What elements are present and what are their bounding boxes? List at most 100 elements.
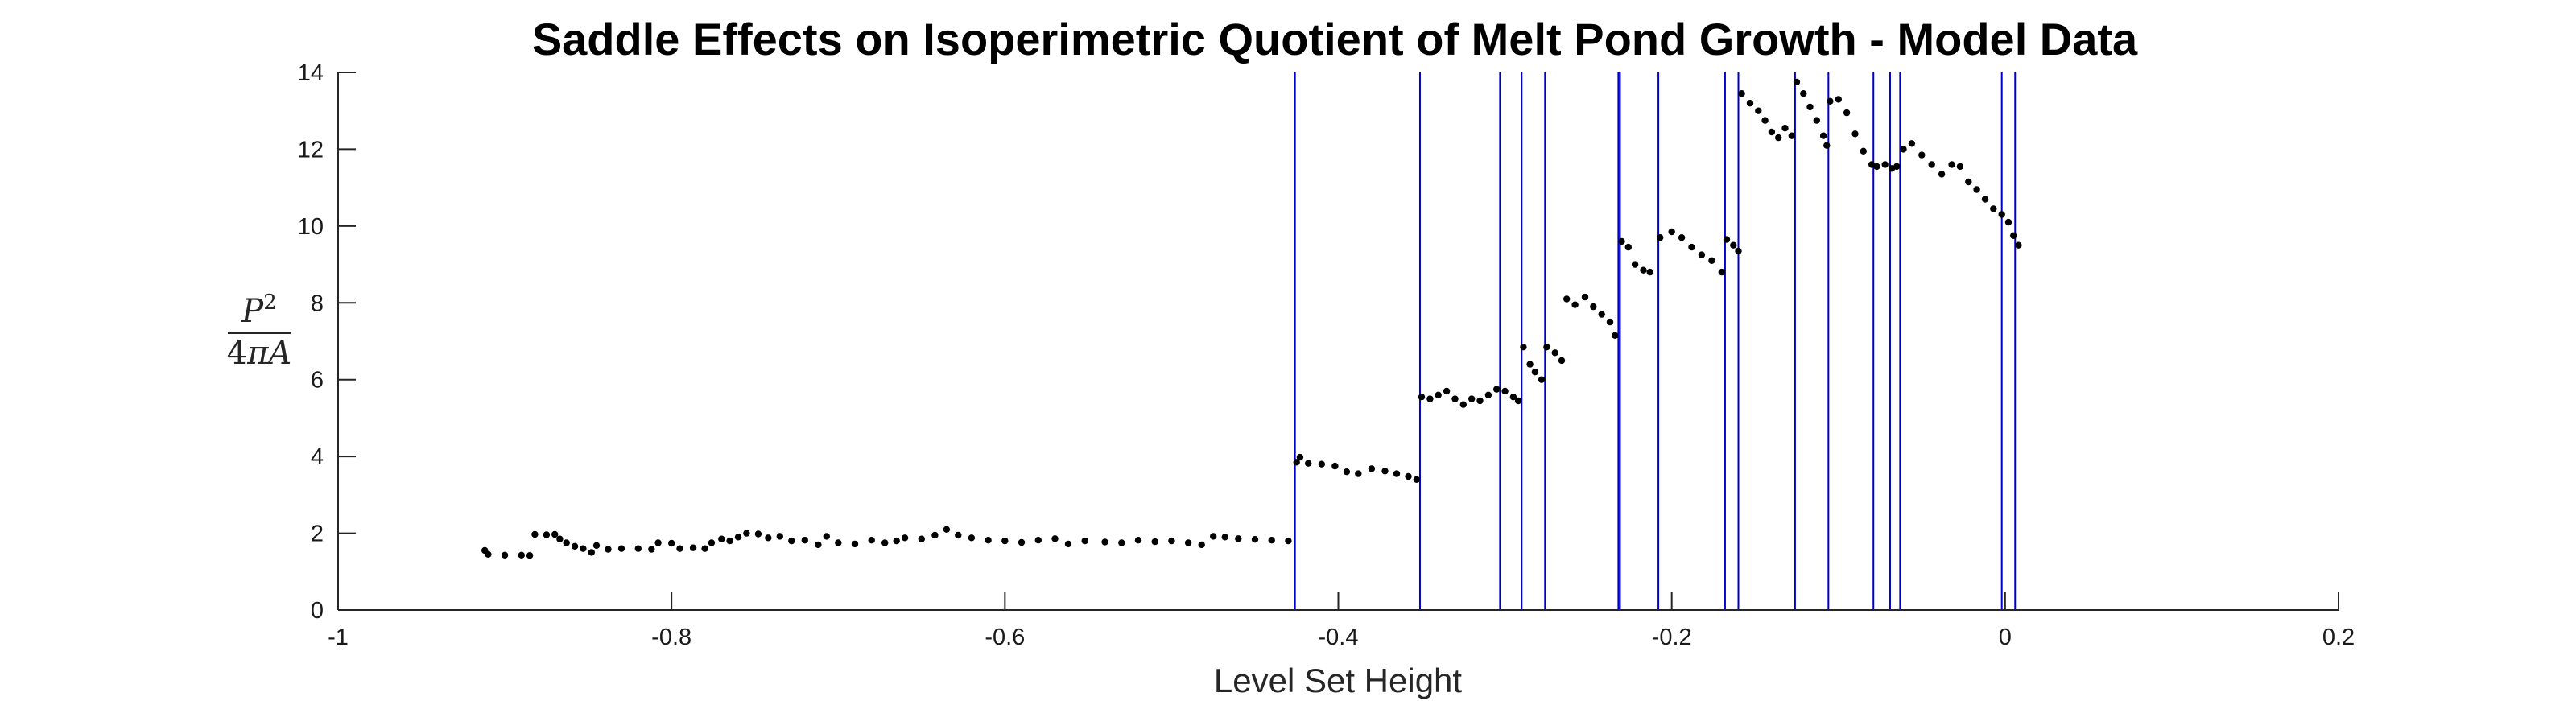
data-point xyxy=(701,545,708,552)
x-tick-label: -0.2 xyxy=(1652,625,1692,650)
data-point xyxy=(776,533,783,540)
data-point xyxy=(1501,387,1509,395)
data-point xyxy=(1064,540,1072,548)
data-point xyxy=(689,544,697,551)
data-point xyxy=(1908,140,1916,147)
data-point xyxy=(815,541,822,549)
axes xyxy=(337,72,2339,611)
data-point xyxy=(1393,470,1401,477)
y-tick-label: 8 xyxy=(311,291,324,316)
data-point xyxy=(1990,205,1997,212)
data-point xyxy=(1184,539,1192,546)
data-point xyxy=(1435,391,1442,398)
data-point xyxy=(1034,537,1042,544)
data-point xyxy=(1538,376,1546,383)
data-point xyxy=(1723,236,1731,243)
y-tick-label: 6 xyxy=(311,368,324,394)
svg-text:P2: P2 xyxy=(241,291,276,330)
data-point xyxy=(1823,142,1831,149)
y-label-numerator: P xyxy=(241,293,264,330)
data-point xyxy=(1459,401,1468,408)
data-point xyxy=(1543,344,1550,351)
data-point xyxy=(1293,459,1300,466)
x-tick-label: -1 xyxy=(328,625,349,650)
data-point xyxy=(1746,100,1754,107)
data-point xyxy=(1738,90,1745,97)
y-ticks: 0 2 4 6 8 10 12 14 xyxy=(298,60,356,624)
data-point xyxy=(668,539,675,547)
data-point xyxy=(1476,397,1484,405)
data-point xyxy=(955,531,962,539)
data-point xyxy=(734,534,742,541)
data-point xyxy=(1827,97,1834,105)
data-point xyxy=(1612,332,1619,339)
data-point xyxy=(765,534,772,542)
data-point xyxy=(1134,537,1142,544)
data-point xyxy=(1775,134,1782,142)
data-point xyxy=(1268,537,1275,544)
data-point xyxy=(588,549,595,556)
data-point xyxy=(1708,257,1715,264)
data-point xyxy=(1551,349,1558,357)
data-point xyxy=(485,550,492,558)
data-point xyxy=(1678,234,1686,241)
x-axis-label: Level Set Height xyxy=(1214,662,1463,699)
data-point xyxy=(1788,132,1795,139)
data-point xyxy=(563,539,570,546)
saddle-lines xyxy=(1294,72,2017,610)
data-point xyxy=(1646,268,1653,276)
data-point xyxy=(501,551,509,559)
data-point xyxy=(1881,161,1889,168)
data-point xyxy=(1835,96,1842,103)
x-tick-label: -0.8 xyxy=(651,625,691,650)
data-point xyxy=(1221,534,1228,541)
x-tick-label: 0.2 xyxy=(2322,625,2355,650)
data-point xyxy=(1852,130,1859,138)
data-point xyxy=(1251,536,1259,543)
data-point xyxy=(1405,472,1412,480)
data-point xyxy=(1981,196,1989,203)
data-point xyxy=(1526,361,1534,368)
data-points xyxy=(481,78,2022,559)
data-point xyxy=(551,530,559,538)
data-point xyxy=(1443,387,1451,395)
data-point xyxy=(1843,109,1851,117)
data-point xyxy=(835,539,842,546)
data-point xyxy=(1998,211,2005,218)
data-point xyxy=(1368,465,1376,472)
data-point xyxy=(1413,476,1421,483)
data-point xyxy=(1001,537,1009,545)
data-point xyxy=(2004,218,2013,226)
data-point xyxy=(1331,462,1339,470)
data-point xyxy=(1900,146,1907,153)
data-point xyxy=(1531,369,1539,376)
data-point xyxy=(708,539,716,546)
data-point xyxy=(1793,78,1801,86)
data-point xyxy=(1718,268,1725,276)
data-point xyxy=(1698,251,1706,258)
data-point xyxy=(617,545,625,552)
data-point xyxy=(1938,171,1946,178)
data-point xyxy=(1468,395,1476,402)
data-point xyxy=(1101,538,1108,546)
data-point xyxy=(2010,232,2017,239)
data-point xyxy=(1618,237,1625,245)
data-point xyxy=(580,545,587,552)
data-point xyxy=(1631,261,1639,268)
data-point xyxy=(654,539,662,546)
data-point xyxy=(968,534,976,542)
data-point xyxy=(531,530,539,538)
data-point xyxy=(718,535,725,542)
data-point xyxy=(1735,247,1742,255)
data-point xyxy=(1918,151,1926,159)
y-tick-label: 10 xyxy=(298,214,324,240)
data-point xyxy=(1285,537,1292,545)
data-point xyxy=(1688,243,1695,251)
data-point xyxy=(1893,163,1901,171)
data-point xyxy=(788,537,795,545)
data-point xyxy=(726,537,733,545)
data-point xyxy=(526,552,534,559)
data-point xyxy=(556,535,564,542)
data-point xyxy=(868,537,875,544)
